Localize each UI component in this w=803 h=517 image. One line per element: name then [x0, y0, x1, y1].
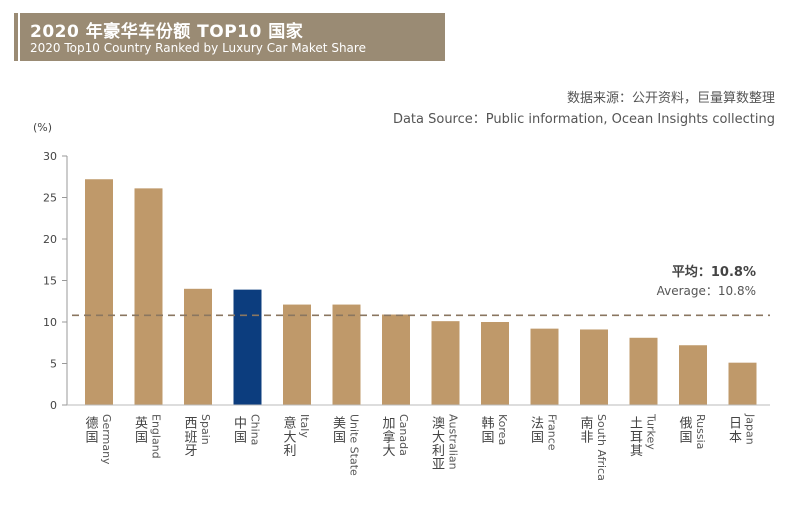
bar-germany — [85, 179, 113, 405]
bar-china — [233, 289, 262, 405]
category-label-cn: 西班牙 — [184, 417, 197, 459]
category-label-cn: 日本 — [729, 417, 742, 446]
category-label-cn: 意大利 — [283, 416, 296, 459]
category-label-en: Australian — [447, 414, 460, 470]
category-label-en: Spain — [199, 414, 212, 445]
category-label-cn: 南非 — [580, 416, 593, 446]
bar-korea — [481, 322, 509, 405]
category-label-cn: 中国 — [234, 417, 247, 446]
category-label-cn: 澳大利亚 — [432, 416, 445, 473]
bar-canada — [382, 314, 410, 405]
category-label-en: Unite State — [348, 414, 361, 476]
average-label-cn: 平均：10.8% — [672, 264, 756, 280]
y-tick-label: 20 — [43, 233, 57, 246]
data-source-cn: 数据来源：公开资料，巨量算数整理 — [566, 91, 775, 106]
category-label-en: Russia — [694, 414, 707, 449]
bar-spain — [184, 288, 212, 405]
bar-italy — [283, 304, 311, 405]
category-label-cn: 俄国 — [679, 417, 692, 446]
category-label-cn: 英国 — [135, 417, 148, 446]
category-label-cn: 法国 — [531, 417, 544, 446]
y-tick-label: 15 — [43, 275, 57, 288]
category-label-en: England — [150, 414, 163, 459]
bar-france — [530, 328, 559, 405]
average-label-en: Average：10.8% — [657, 284, 756, 298]
bar-russia — [679, 345, 707, 405]
title-accent-bar — [14, 13, 18, 61]
category-label-en: Germany — [100, 414, 113, 465]
bar-australian — [431, 321, 460, 405]
bar-unite-state — [332, 304, 361, 405]
data-source-en: Data Source：Public information, Ocean In… — [392, 112, 775, 127]
bar-japan — [728, 362, 757, 405]
category-label-en: Turkey — [645, 413, 658, 450]
bar-south-africa — [580, 329, 608, 405]
category-label-en: Canada — [397, 414, 410, 456]
bar-turkey — [629, 337, 658, 405]
title-banner — [20, 13, 445, 61]
chart-title: 2020 年豪华车份额 TOP10 国家 — [30, 22, 304, 42]
category-label-en: Italy — [298, 414, 311, 438]
category-label-en: France — [546, 414, 559, 451]
category-label-en: South Africa — [595, 414, 608, 481]
category-label-en: China — [249, 414, 262, 445]
category-label-cn: 韩国 — [481, 417, 494, 446]
y-axis-unit-label: (%) — [33, 121, 52, 134]
bar-england — [134, 188, 163, 405]
y-tick-label: 0 — [50, 399, 57, 412]
category-label-cn: 美国 — [333, 417, 346, 446]
category-label-cn: 德国 — [85, 417, 98, 446]
y-tick-label: 5 — [50, 358, 57, 371]
y-tick-label: 10 — [43, 316, 57, 329]
category-label-cn: 加拿大 — [382, 417, 395, 459]
y-tick-label: 30 — [43, 150, 57, 163]
chart-subtitle: 2020 Top10 Country Ranked by Luxury Car … — [30, 41, 366, 55]
y-tick-label: 25 — [43, 192, 57, 205]
category-label-en: Japan — [744, 413, 757, 445]
category-label-en: Korea — [496, 414, 509, 445]
category-label-cn: 土耳其 — [630, 417, 643, 459]
